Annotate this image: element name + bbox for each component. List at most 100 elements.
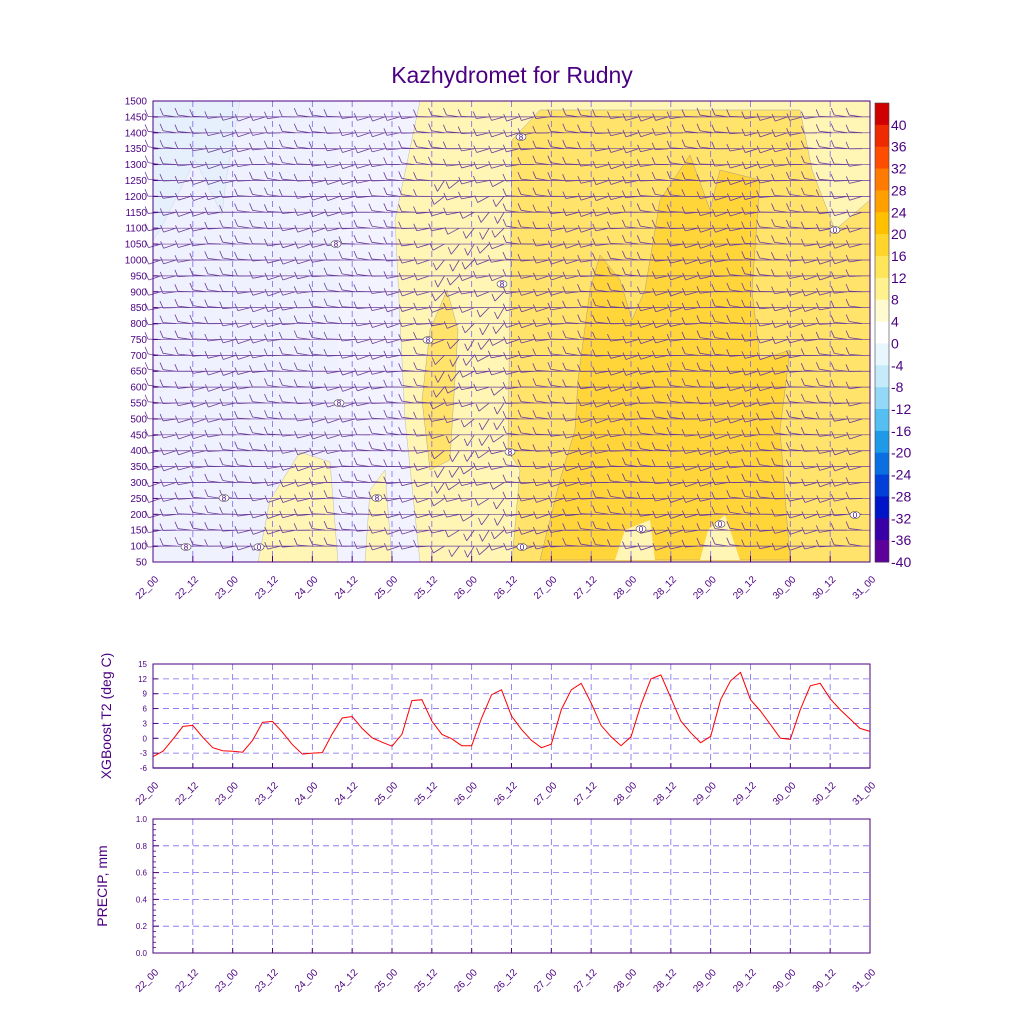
wind-barb (327, 196, 341, 201)
wind-barb-feather (711, 398, 716, 407)
wind-barb-feather (309, 240, 313, 248)
wind-barb-feather (159, 430, 164, 439)
wind-barb (252, 209, 266, 213)
wind-barb-feather (548, 272, 552, 281)
wind-barb (819, 434, 833, 437)
wind-barb-feather (562, 286, 567, 294)
wind-barb-feather (323, 505, 328, 513)
x-tick-label: 22_12 (174, 967, 202, 995)
wind-barb (387, 339, 400, 344)
wind-barb-feather (413, 206, 417, 214)
wind-barb (520, 178, 534, 181)
wind-barb-feather (488, 446, 492, 454)
wind-barb (505, 481, 519, 483)
wind-barb-feather (413, 124, 417, 132)
wind-barb-feather (338, 282, 343, 291)
wind-barb-feather (219, 506, 223, 515)
wind-barb-feather (338, 473, 343, 482)
colorbar-label: -36 (891, 532, 911, 548)
wind-barb-feather (741, 145, 746, 153)
wind-barb-feather (547, 331, 552, 340)
colorbar-frame (874, 102, 890, 563)
wind-barb (177, 386, 191, 389)
wind-barb-feather (144, 428, 149, 437)
wind-barb (789, 401, 803, 404)
wind-barb-feather (607, 458, 611, 467)
wind-barb (506, 116, 520, 122)
wind-barb (341, 289, 355, 293)
wind-barb (536, 513, 549, 519)
wind-barb (312, 402, 326, 407)
wind-barb-feather (830, 315, 835, 323)
wind-barb-feather (443, 158, 447, 167)
wind-barb (595, 115, 609, 118)
wind-barb (357, 354, 370, 360)
wind-barb-feather (815, 139, 820, 147)
wind-barb-feather (464, 343, 469, 351)
wind-barb-feather (517, 425, 522, 434)
wind-barb (565, 195, 579, 199)
wind-barb (565, 369, 579, 372)
wind-barb-feather (324, 431, 328, 439)
wind-barb (655, 178, 669, 181)
wind-barb (834, 146, 848, 150)
wind-barb-feather (666, 410, 671, 418)
wind-barb (177, 114, 191, 118)
wind-barb-feather (532, 363, 537, 371)
wind-barb-feather (308, 255, 313, 263)
wind-barb-feather (503, 320, 507, 328)
wind-barb (849, 259, 863, 263)
wind-barb (834, 114, 848, 118)
wind-barb (744, 339, 758, 342)
wind-barb-feather (353, 113, 358, 121)
wind-barb-feather (234, 526, 239, 534)
wind-barb-feather (473, 462, 477, 470)
wind-barb-feather (309, 415, 313, 423)
wind-barb-feather (756, 145, 761, 154)
wind-barb-feather (696, 139, 701, 148)
wind-barb-feather (696, 537, 701, 546)
wind-barb-feather (815, 525, 820, 533)
wind-barb-feather (517, 271, 522, 279)
wind-barb (685, 513, 699, 519)
y-tick-label: 50 (136, 558, 148, 569)
wind-barb-feather (278, 189, 283, 197)
wind-barb-feather (636, 441, 641, 449)
wind-barb-feather (383, 304, 388, 312)
wind-barb-feather (234, 218, 239, 227)
colorbar-swatch (875, 496, 889, 519)
wind-barb (267, 323, 281, 328)
wind-barb-feather (651, 157, 656, 165)
wind-barb (481, 434, 490, 446)
wind-barb (282, 275, 296, 281)
wind-barb-feather (308, 298, 313, 307)
wind-barb-feather (651, 203, 656, 211)
wind-barb (670, 323, 684, 327)
wind-barb (192, 354, 206, 357)
wind-barb-feather (636, 159, 641, 167)
y-tick-label: 15 (138, 660, 147, 669)
wind-barb-feather (458, 399, 463, 407)
wind-barb (759, 545, 773, 550)
wind-barb (491, 148, 505, 154)
wind-barb (595, 211, 609, 217)
wind-barb-feather (547, 317, 552, 325)
wind-barb-feather (547, 411, 552, 420)
light-notch-29 (700, 515, 740, 560)
page-title: Kazhydromet for Rudny (391, 62, 633, 88)
wind-barb (655, 259, 669, 262)
wind-barb-feather (741, 399, 746, 408)
colorbar-swatch (875, 103, 889, 126)
colorbar-label: 32 (891, 161, 907, 177)
wind-barb (744, 242, 758, 245)
wind-barb (222, 449, 236, 452)
wind-barb (252, 148, 266, 151)
t2-series (152, 671, 871, 758)
wind-barb (550, 545, 564, 548)
wind-barb-feather (533, 304, 537, 312)
x-tick-label: 28_12 (652, 967, 680, 995)
wind-barb-feather (493, 422, 498, 430)
wind-barb-feather (447, 247, 452, 255)
wind-barb-feather (667, 495, 672, 503)
wind-barb (193, 196, 206, 201)
